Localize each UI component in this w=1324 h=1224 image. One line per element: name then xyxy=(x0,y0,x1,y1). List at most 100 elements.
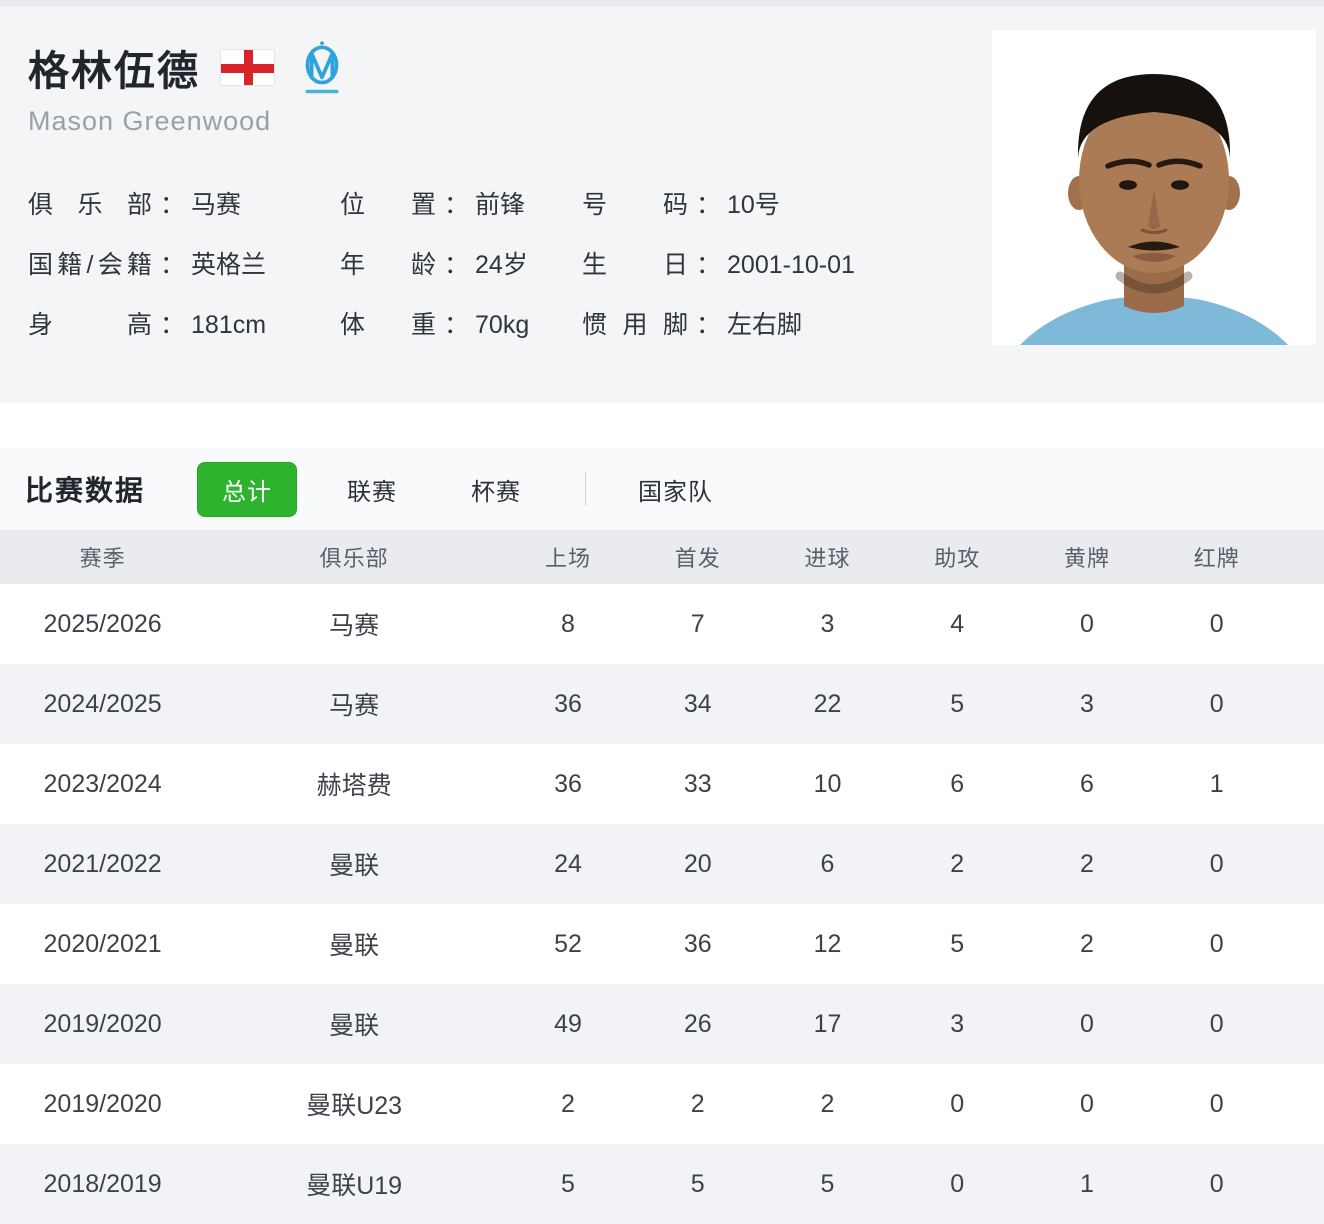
cell: 1 xyxy=(1209,769,1224,798)
table-row: 2018/2019 曼联U19 5 5 5 0 1 0 xyxy=(0,1144,1324,1224)
info-field: 惯用脚 ：左右脚 xyxy=(582,305,978,341)
tab-divider xyxy=(585,472,587,506)
cell: 马赛 xyxy=(329,692,380,720)
cell: 2021/2022 xyxy=(43,849,162,878)
column-header: 进球 xyxy=(762,530,893,584)
cell: 26 xyxy=(683,1009,712,1038)
info-value: 英格兰 xyxy=(191,251,267,279)
cell: 2025/2026 xyxy=(43,609,162,638)
cell: 8 xyxy=(561,609,575,638)
flag-cross-vertical xyxy=(244,49,253,85)
stats-table-header-row: 赛季 俱乐部 上场 首发 进球 助攻 黄牌 红牌 xyxy=(0,530,1324,584)
cell: 1 xyxy=(1080,1169,1094,1198)
cell: 17 xyxy=(813,1009,842,1038)
info-label: 生日 xyxy=(582,251,688,279)
column-header: 赛季 xyxy=(0,530,206,584)
cell: 0 xyxy=(1209,1169,1224,1198)
cell: 33 xyxy=(683,769,712,798)
section-spacer xyxy=(0,403,1324,448)
stats-tabs: 总计 联赛 杯赛 国家队 xyxy=(197,461,763,517)
cell: 10 xyxy=(813,769,842,798)
info-label: 惯用脚 xyxy=(582,311,688,339)
cell-filler xyxy=(1282,664,1324,744)
cell: 22 xyxy=(813,689,842,718)
info-value: 左右脚 xyxy=(727,311,803,339)
cell: 6 xyxy=(820,849,835,878)
player-name-cn: 格林伍德 xyxy=(28,48,200,94)
column-header: 上场 xyxy=(503,530,633,584)
cell: 49 xyxy=(554,1009,582,1038)
cell: 2 xyxy=(561,1089,575,1118)
tab-cup[interactable]: 杯赛 xyxy=(447,463,545,516)
info-field: 国籍/会籍 ：英格兰 xyxy=(28,245,340,281)
player-photo xyxy=(992,30,1316,345)
cell: 2 xyxy=(820,1089,835,1118)
table-row: 2020/2021 曼联 52 36 12 5 2 0 xyxy=(0,904,1324,984)
cell: 5 xyxy=(950,929,965,958)
column-header: 黄牌 xyxy=(1022,530,1152,584)
column-header-filler xyxy=(1281,530,1324,584)
info-field: 体重 ： 70kg xyxy=(340,305,582,341)
info-value: 24岁 xyxy=(475,251,528,279)
england-flag-icon xyxy=(220,48,275,86)
cell: 20 xyxy=(683,849,712,878)
cell: 5 xyxy=(950,689,965,718)
info-label: 年龄 xyxy=(340,251,436,279)
cell: 0 xyxy=(1080,1009,1094,1038)
info-field: 俱乐部 ：马赛 xyxy=(28,185,340,221)
column-header: 助攻 xyxy=(892,530,1023,584)
cell: 0 xyxy=(1080,1089,1094,1118)
cell: 12 xyxy=(813,929,842,958)
section-title: 比赛数据 xyxy=(25,475,146,506)
info-value: 181cm xyxy=(191,311,267,339)
info-separator: ： xyxy=(696,311,722,339)
cell: 5 xyxy=(690,1169,705,1198)
match-data-section: 比赛数据 总计 联赛 杯赛 国家队 赛季 俱乐部 上场 首发 进球 助攻 黄牌 红牌 2025/20… xyxy=(0,448,1324,1224)
tab-total[interactable]: 总计 xyxy=(197,461,298,517)
top-border-strip xyxy=(0,0,1324,6)
cell: 36 xyxy=(683,929,712,958)
cell: 6 xyxy=(1080,769,1094,798)
cell: 曼联 xyxy=(329,1012,380,1040)
player-info-grid: 俱乐部：马赛 位置：前锋 号码： 10号 国籍/会籍：英格兰 年龄： 24岁 生日： 2001-… xyxy=(28,173,978,353)
cell: 3 xyxy=(950,1009,965,1038)
tab-league[interactable]: 联赛 xyxy=(323,463,421,516)
table-row: 2025/2026 马赛 8 7 3 4 0 0 xyxy=(0,584,1324,664)
info-separator: ： xyxy=(444,311,470,339)
cell-filler xyxy=(1282,744,1324,824)
info-value: 10号 xyxy=(727,191,780,219)
cell: 3 xyxy=(1080,689,1094,718)
cell: 2024/2025 xyxy=(43,689,162,718)
cell-filler xyxy=(1282,824,1324,904)
info-label: 体重 xyxy=(340,311,436,339)
cell: 5 xyxy=(561,1169,575,1198)
cell: 4 xyxy=(950,609,965,638)
cell: 0 xyxy=(950,1169,965,1198)
cell: 0 xyxy=(1209,1009,1224,1038)
player-name-en: Mason Greenwood xyxy=(28,106,272,136)
info-field: 位置 ：前锋 xyxy=(340,185,582,221)
cell: 马赛 xyxy=(329,612,380,640)
info-separator: ： xyxy=(444,191,470,219)
cell: 3 xyxy=(820,609,835,638)
cell-filler xyxy=(1282,1144,1324,1224)
cell: 曼联U19 xyxy=(306,1172,403,1200)
info-separator: ： xyxy=(160,311,186,339)
info-field: 年龄 ： 24岁 xyxy=(340,245,582,281)
info-value: 70kg xyxy=(475,311,530,339)
info-label: 身高 xyxy=(28,311,152,339)
cell: 2019/2020 xyxy=(43,1009,162,1038)
info-separator: ： xyxy=(160,191,186,219)
column-header: 红牌 xyxy=(1151,530,1282,584)
cell: 2 xyxy=(950,849,965,878)
stats-table-body: 2025/2026 马赛 8 7 3 4 0 0 2024/2025 马赛 36 34 22 5 3 0 202… xyxy=(0,584,1324,1224)
info-separator: ： xyxy=(160,251,186,279)
tab-national-team[interactable]: 国家队 xyxy=(614,463,737,516)
stats-table: 赛季 俱乐部 上场 首发 进球 助攻 黄牌 红牌 2025/2026 马赛 8 7 3 4 0 0 2024/… xyxy=(0,530,1324,1224)
info-value: 2001-10-01 xyxy=(727,251,855,279)
cell-filler xyxy=(1282,584,1324,664)
cell-filler xyxy=(1282,984,1324,1064)
player-name-row: 格林伍德 xyxy=(28,36,1324,98)
cell: 2023/2024 xyxy=(43,769,162,798)
cell: 5 xyxy=(820,1169,835,1198)
